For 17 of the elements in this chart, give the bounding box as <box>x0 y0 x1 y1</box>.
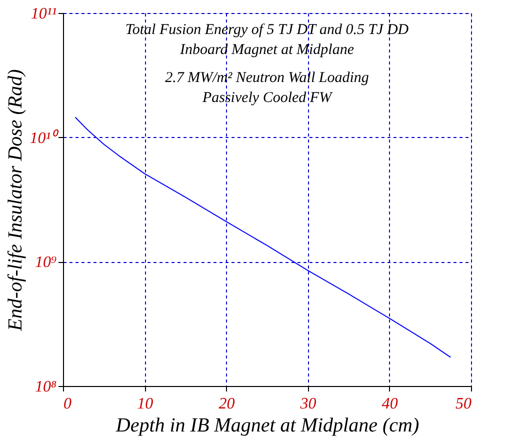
line-series <box>74 116 452 358</box>
x-tick-label: 20 <box>218 396 235 412</box>
x-tick-label: 50 <box>456 396 472 412</box>
annotation: Total Fusion Energy of 5 TJ DT and 0.5 TJ DD <box>125 22 409 38</box>
x-axis-title: Depth in IB Magnet at Midplane (cm) <box>114 414 420 436</box>
y-axis-title: End-of-life Insulator Dose (Rad) <box>4 68 27 332</box>
x-tick-label: 30 <box>299 396 316 412</box>
x-tick-label: 40 <box>382 396 398 412</box>
annotation: 2.7 MW/m² Neutron Wall Loading <box>165 70 370 86</box>
y-tick-label: 10¹¹ <box>30 6 57 22</box>
annotation: Passively Cooled FW <box>201 90 334 106</box>
y-tick-label: 10⁹ <box>34 254 57 272</box>
y-tick-label: 10⁸ <box>34 378 57 396</box>
x-tick-label: 10 <box>137 396 154 412</box>
x-tick-label: 0 <box>64 396 72 412</box>
y-tick-label: 10¹⁰ <box>30 128 60 147</box>
annotation: Inboard Magnet at Midplane <box>178 42 354 58</box>
